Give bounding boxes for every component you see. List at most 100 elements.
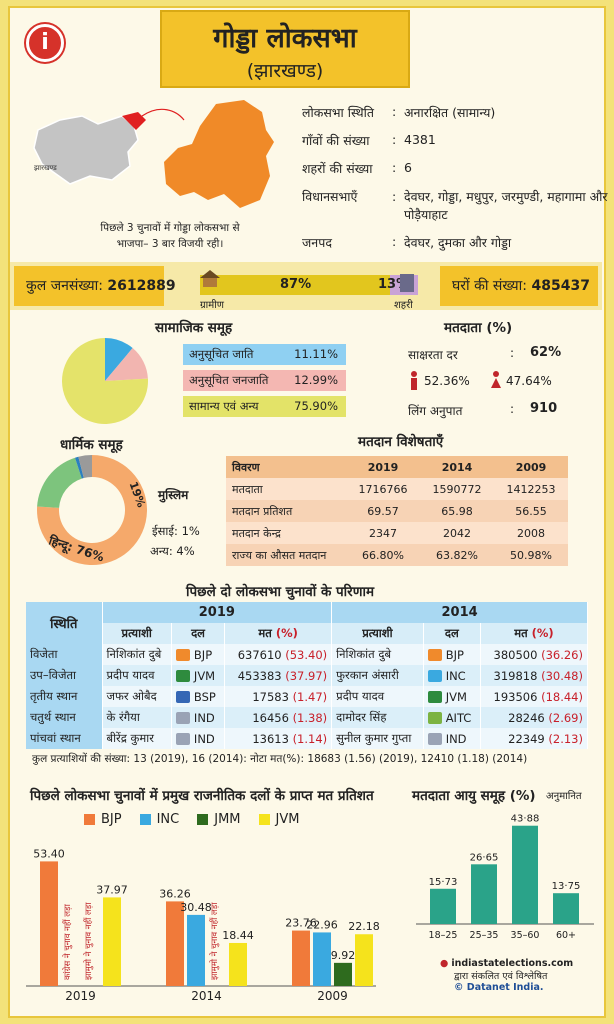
info-value: देवघर, गोड्डा, मधुपुर, जरमुण्डी, महागामा… [404,189,608,222]
female-icon [490,370,502,394]
age-bar-value: 13·75 [552,881,581,892]
social-value: 75.90% [294,399,338,413]
party-cell: JVM [171,665,226,686]
bar-jvm [355,934,373,986]
female-value: 47.64% [506,374,552,388]
voting-cell: 50.98% [510,548,552,562]
party-header: दल [423,623,481,644]
info-value: अनारक्षित (सामान्य) [404,105,496,120]
voting-cell: 63.82% [436,548,478,562]
candidate-cell: निशिकांत दुबे [331,644,424,665]
legend-swatch [258,814,270,825]
party-chart-title: पिछले लोकसभा चुनावों में प्रमुख राजनीतिक… [30,788,374,804]
age-bar [553,893,579,924]
bar-inc [313,932,331,986]
bar-jmm [334,962,352,986]
party-name: JVM [445,689,467,704]
candidate-cell: बीरेंद्र कुमार [102,728,172,749]
vote-pct-header: (%) [531,626,554,640]
votes-pct: (2.13) [548,731,583,746]
bar-value-label: 30.48 [180,901,212,914]
votes-cell: 17583 (1.47) [224,686,333,707]
social-label: अनुसूचित जनजाति [189,373,269,387]
candidate-cell: जफर ओबैद [102,686,172,707]
party-cell: INC [423,665,481,686]
credits-site[interactable]: indiastatelections.com [451,958,574,969]
social-value: 11.11% [294,347,338,361]
legend-label: JVM [275,812,300,827]
status-header: स्थिति [26,602,103,644]
social-pie-slice [105,338,133,381]
bar-bjp [40,861,58,986]
party-symbol-icon [427,712,442,724]
constituency-info: लोकसभा स्थिति: अनारक्षित (सामान्य) गाँवो… [302,104,607,254]
voters-title: मतदाता (%) [444,320,513,336]
age-chart-subtitle: अनुमानित [546,791,582,802]
religion-slice [37,457,82,508]
info-row-villages: गाँवों की संख्या: 4381 [302,132,602,152]
title-box: गोड्डा लोकसभा (झारखण्ड) [160,10,410,88]
age-bar-value: 26·65 [470,852,499,863]
party-cell: AITC [423,707,481,728]
constituency-map-shape [164,100,274,208]
votes-value: 453383 [237,668,286,683]
results-row: तृतीय स्थान जफर ओबैद BSP 17583 (1.47) प्रदीप… [26,686,589,707]
party-cell: IND [171,707,226,728]
party-name: BJP [445,647,464,662]
legend-item: JVM [258,812,300,827]
party-cell: IND [171,728,226,749]
vote-header: मत [258,626,272,640]
party-name: IND [445,731,467,746]
votes-cell: 193506 (18.44) [480,686,589,707]
status-cell: उप–विजेता [26,665,103,686]
social-pie-slice [105,348,148,381]
age-bar [512,825,538,924]
bar-value-label: 9.92 [331,949,356,962]
voting-cell: 1590772 [432,482,482,496]
info-label: लोकसभा स्थिति [302,105,374,120]
rural-urban-bar: 87% 13% [200,275,418,295]
literacy-label: साक्षरता दर [408,348,458,362]
age-group-chart: 15·73 18–25 26·65 25–35 43·88 35–60 13·75 60+ [416,814,594,941]
voting-header-row: विवरण 2019 2014 2009 [226,456,568,478]
hut-icon [198,268,222,292]
muslim-label: मुस्लिम [158,488,189,502]
year-2019-header: 2019 [102,602,333,623]
bar-bjp [166,901,184,986]
party-cell: BJP [171,644,226,665]
candidate-cell: दामोदर सिंह [331,707,424,728]
voting-cell: मतदान केन्द्र [232,526,281,540]
sex-ratio-value: 910 [530,401,558,416]
total-population-value: 2612889 [107,278,176,294]
vote-header: मत [514,626,528,640]
rural-label: ग्रामीण [200,300,225,311]
votes-pct: (18.44) [541,689,583,704]
social-value: 12.99% [294,373,338,387]
rural-bar-fill [200,275,390,295]
voting-cell: 2008 [517,526,545,540]
votes-value: 193506 [493,689,542,704]
party-name: AITC [445,710,472,725]
votes-pct: (37.97) [285,668,328,683]
legend-swatch [197,814,209,825]
voting-cell: 56.55 [515,504,547,518]
party-symbol-icon [427,733,442,745]
results-footer: कुल प्रत्याशियों की संख्या: 13 (2019), 1… [32,753,528,765]
party-symbol-icon [175,712,190,724]
state-map-shape [33,115,139,185]
literacy-value: 62% [530,345,562,360]
party-name: JVM [193,668,216,683]
votes-pct: (30.48) [541,668,583,683]
bar-value-label: 23.76 [285,917,317,930]
votes-value: 28246 [508,710,549,725]
status-cell: चतुर्थ स्थान [26,707,103,728]
party-cell: BJP [423,644,481,665]
votes-cell: 637610 (53.40) [224,644,333,665]
vote-pct-header: (%) [275,626,298,640]
bar-value-label: 36.26 [159,887,191,900]
party-symbol-icon [427,691,442,703]
sex-ratio-label: लिंग अनुपात [408,404,463,418]
party-chart-legend: BJP INC JMM JVM [84,808,317,827]
houses-value: 485437 [531,278,590,294]
candidate-header: प्रत्याशी [102,623,172,644]
